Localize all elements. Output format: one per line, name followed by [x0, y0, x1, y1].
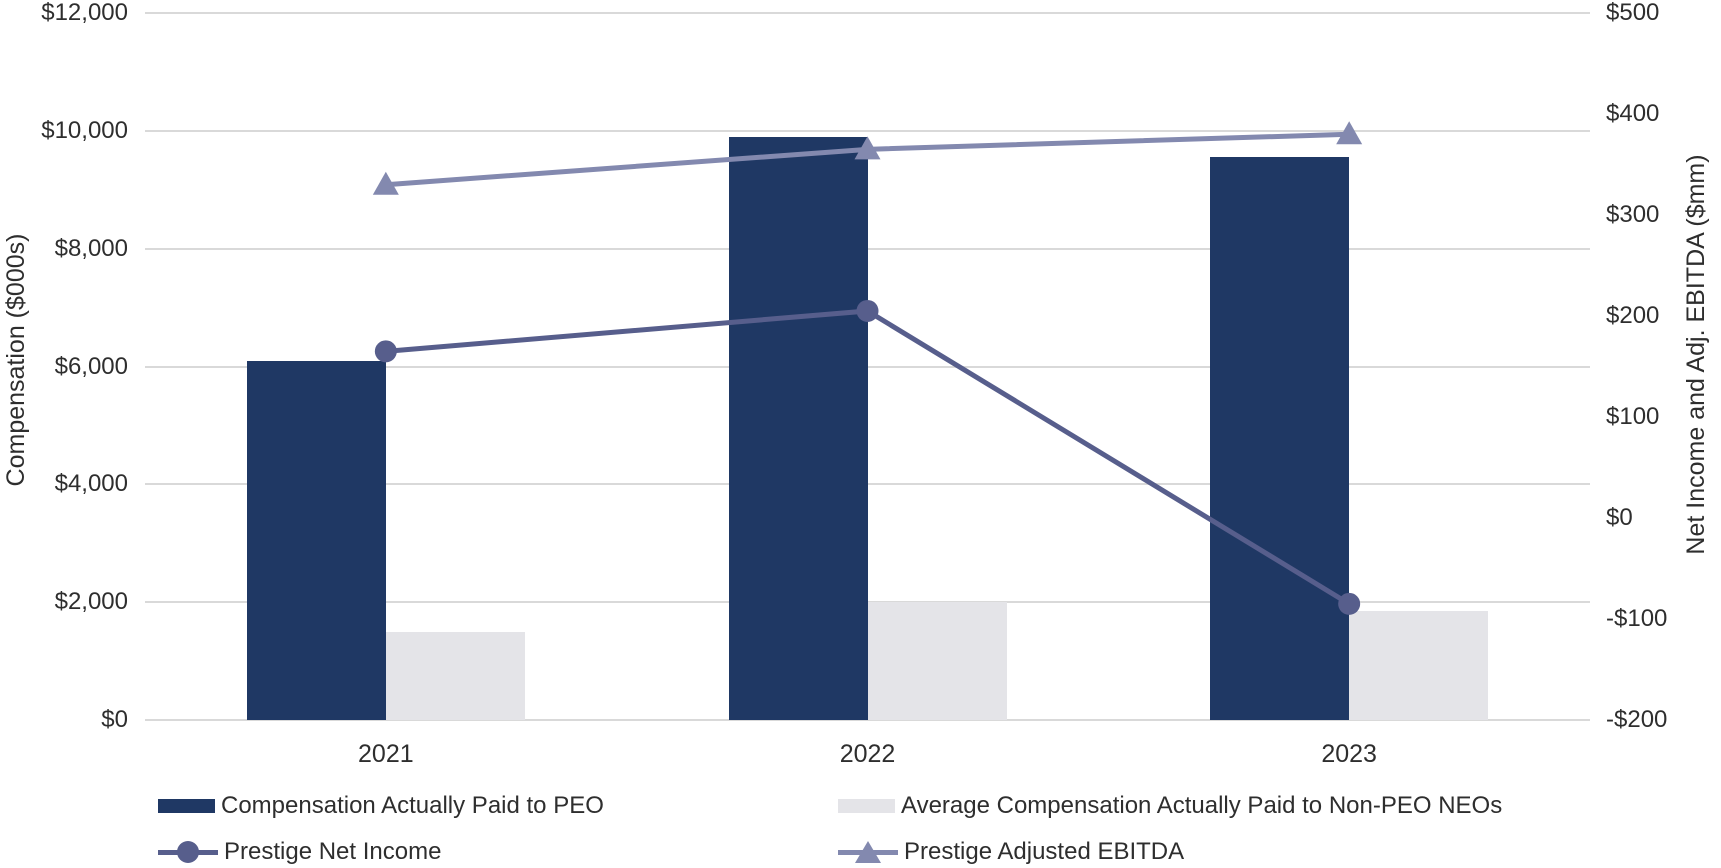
- legend-marker-net-income: [158, 839, 218, 865]
- legend-swatch-peo-bar: [158, 799, 215, 813]
- bar-peo-bar-2023: [1210, 157, 1350, 720]
- right-axis-tick: $300: [1606, 201, 1660, 228]
- left-axis-tick: $0: [101, 706, 128, 733]
- bar-neo-bar-2021: [385, 631, 525, 720]
- legend-label-net-income: Prestige Net Income: [224, 838, 442, 865]
- right-axis-tick: $200: [1606, 302, 1660, 329]
- left-axis-tick: $2,000: [54, 588, 128, 616]
- gridline: [145, 129, 1590, 132]
- adj-ebitda-point-2022: [854, 136, 881, 160]
- gridline: [145, 12, 1590, 14]
- adj-ebitda-point-2021: [372, 171, 399, 195]
- adj-ebitda-point-2023: [1336, 121, 1363, 145]
- net-income-point-2021: [374, 340, 397, 363]
- legend-label-adj-ebitda: Prestige Adjusted EBITDA: [904, 838, 1185, 865]
- right-axis-tick: $500: [1606, 0, 1660, 26]
- bar-neo-bar-2023: [1349, 611, 1489, 720]
- net-income-point-2023: [1338, 592, 1361, 615]
- legend-swatch-neo-bar: [838, 799, 895, 813]
- legend-item-peo-bar: Compensation Actually Paid to PEO: [158, 793, 604, 819]
- bar-peo-bar-2022: [728, 136, 868, 720]
- net-income-line: [385, 308, 1351, 606]
- x-axis-label-2023: 2023: [1321, 740, 1377, 768]
- gridline: [145, 247, 1590, 250]
- x-axis-label-2022: 2022: [839, 740, 896, 768]
- gridline: [145, 365, 1590, 368]
- right-axis-tick: $0: [1606, 504, 1633, 531]
- legend-label-peo-bar: Compensation Actually Paid to PEO: [221, 792, 604, 819]
- legend-item-neo-bar: Average Compensation Actually Paid to No…: [838, 793, 1502, 819]
- legend-item-adj-ebitda: Prestige Adjusted EBITDA: [838, 839, 1184, 865]
- left-axis-tick: $4,000: [54, 470, 128, 498]
- right-axis-tick: -$200: [1606, 706, 1668, 733]
- x-axis-label-2021: 2021: [358, 740, 414, 768]
- left-axis-tick: $6,000: [54, 352, 128, 380]
- legend-label-neo-bar: Average Compensation Actually Paid to No…: [901, 792, 1503, 819]
- triangle-marker-icon: [855, 841, 881, 863]
- right-axis-tick: $400: [1606, 100, 1660, 127]
- right-axis-tick: -$100: [1606, 605, 1668, 632]
- legend-marker-adj-ebitda: [838, 839, 898, 865]
- gridline: [145, 719, 1590, 721]
- bar-peo-bar-2021: [246, 360, 386, 720]
- net-income-point-2022: [856, 299, 879, 322]
- right-axis-tick: $100: [1606, 403, 1660, 430]
- circle-marker-icon: [177, 841, 199, 863]
- left-axis-tick: $10,000: [41, 116, 128, 144]
- legend-item-net-income: Prestige Net Income: [158, 839, 441, 865]
- left-axis-tick: $8,000: [54, 234, 128, 262]
- bar-neo-bar-2022: [867, 602, 1007, 720]
- gridline: [145, 483, 1590, 486]
- left-axis-tick: $12,000: [41, 0, 128, 26]
